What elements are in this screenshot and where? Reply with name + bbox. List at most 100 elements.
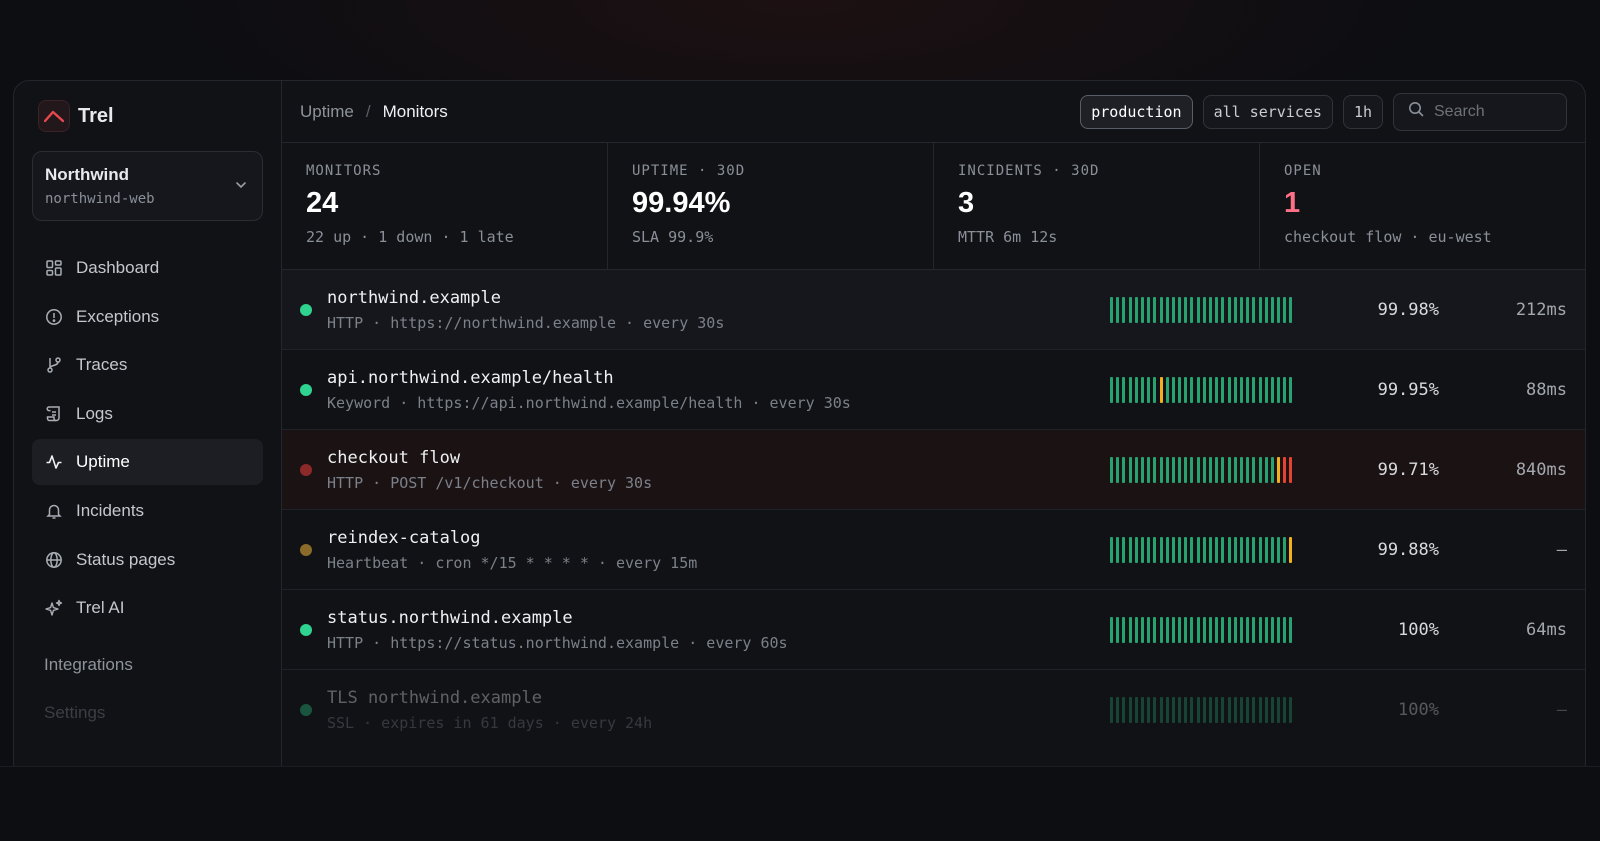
monitor-name: TLS northwind.example <box>327 688 542 708</box>
sidebar-item-label: Logs <box>76 403 113 423</box>
sidebar-item-logs[interactable]: Logs <box>32 391 263 437</box>
sidebar-item-uptime[interactable]: Uptime <box>32 439 263 486</box>
org-switcher[interactable]: Northwind northwind-web <box>32 151 263 221</box>
history-bar-up <box>1239 537 1243 563</box>
history-bar-up <box>1110 617 1113 643</box>
top-actions: production all services 1h Search <box>1070 92 1567 131</box>
sidebar-item-exceptions[interactable]: Exceptions <box>32 294 263 340</box>
uptime-history <box>1110 377 1296 403</box>
history-bar-up <box>1178 697 1182 723</box>
monitor-meta: HTTP · https://northwind.example · every… <box>327 314 725 332</box>
trel-logo-icon <box>38 100 70 132</box>
history-bar-up <box>1153 617 1157 643</box>
history-bar-up <box>1246 377 1250 403</box>
monitor-row[interactable]: TLS northwind.example SSL · expires in 6… <box>282 670 1585 750</box>
monitor-latency: 64ms <box>1526 620 1567 640</box>
breadcrumb-separator: / <box>365 101 371 121</box>
history-bar-up <box>1140 697 1144 723</box>
breadcrumb-current: Monitors <box>382 101 448 121</box>
history-bar-up <box>1209 537 1212 563</box>
history-bar-up <box>1134 377 1138 403</box>
history-bar-up <box>1209 457 1212 483</box>
bell-icon <box>44 501 64 521</box>
history-bar-up <box>1116 617 1120 643</box>
stat-value: 24 <box>306 187 339 219</box>
history-bar-up <box>1153 377 1157 403</box>
history-bar-up <box>1134 457 1138 483</box>
stat-sub: SLA 99.9% <box>632 228 714 246</box>
app-window: Trel Northwind northwind-web Dashboard E… <box>13 80 1586 766</box>
services-filter[interactable]: all services <box>1202 94 1333 129</box>
history-bar-late <box>1289 537 1293 563</box>
monitor-uptime: 99.95% <box>1377 380 1439 400</box>
stat-incidents: INCIDENTS · 30D 3 MTTR 6m 12s <box>934 143 1260 269</box>
history-bar-up <box>1233 537 1237 563</box>
time-range-filter[interactable]: 1h <box>1342 94 1383 129</box>
monitor-meta: Keyword · https://api.northwind.example/… <box>327 394 851 412</box>
history-bar-up <box>1165 457 1169 483</box>
history-bar-up <box>1159 617 1163 643</box>
history-bar-up <box>1128 697 1132 723</box>
monitor-row[interactable]: checkout flow HTTP · POST /v1/checkout ·… <box>282 430 1585 510</box>
history-bar-up <box>1227 617 1231 643</box>
history-bar-up <box>1147 457 1151 483</box>
brand-name: Trel <box>78 104 114 127</box>
history-bar-up <box>1196 537 1200 563</box>
search-input[interactable]: Search <box>1393 92 1567 131</box>
history-bar-up <box>1289 617 1293 643</box>
sidebar-item-integrations[interactable]: Integrations <box>44 655 133 674</box>
history-bar-down <box>1283 457 1287 483</box>
sidebar-item-label: Incidents <box>76 500 145 520</box>
sidebar-item-status-pages[interactable]: Status pages <box>32 537 263 583</box>
history-bar-up <box>1190 617 1194 643</box>
sidebar-item-label: Trel AI <box>76 598 125 618</box>
brand[interactable]: Trel <box>32 81 263 151</box>
history-bar-up <box>1246 297 1250 323</box>
sidebar-item-traces[interactable]: Traces <box>32 342 263 388</box>
monitor-uptime: 99.98% <box>1377 300 1439 320</box>
history-bar-up <box>1239 697 1243 723</box>
sidebar-item-settings[interactable]: Settings <box>44 703 106 722</box>
monitor-latency: 88ms <box>1526 380 1567 400</box>
history-bar-up <box>1283 617 1287 643</box>
environment-filter[interactable]: production <box>1080 94 1193 129</box>
history-bar-up <box>1171 617 1175 643</box>
history-bar-up <box>1233 297 1237 323</box>
history-bar-up <box>1184 377 1188 403</box>
history-bar-up <box>1202 297 1206 323</box>
history-bar-up <box>1122 377 1126 403</box>
sidebar-item-label: Exceptions <box>76 306 160 326</box>
dashboard-icon <box>44 258 64 278</box>
monitor-row[interactable]: api.northwind.example/health Keyword · h… <box>282 350 1585 430</box>
history-bar-up <box>1110 457 1113 483</box>
monitor-meta: SSL · expires in 61 days · every 24h <box>327 714 653 732</box>
history-bar-up <box>1209 617 1212 643</box>
history-bar-up <box>1246 457 1250 483</box>
history-bar-up <box>1116 457 1120 483</box>
topbar: Uptime / Monitors production all service… <box>282 81 1585 143</box>
history-bar-up <box>1196 297 1200 323</box>
monitor-row[interactable]: reindex-catalog Heartbeat · cron */15 * … <box>282 510 1585 590</box>
history-bar-up <box>1184 697 1188 723</box>
sidebar-item-label: Traces <box>76 355 128 375</box>
history-bar-up <box>1190 457 1194 483</box>
monitor-row[interactable]: status.northwind.example HTTP · https://… <box>282 590 1585 670</box>
scroll-icon <box>44 404 64 424</box>
sidebar-item-incidents[interactable]: Incidents <box>32 488 263 534</box>
monitor-latency: 840ms <box>1515 460 1567 480</box>
history-bar-up <box>1147 697 1151 723</box>
history-bar-up <box>1190 377 1194 403</box>
sidebar: Trel Northwind northwind-web Dashboard E… <box>14 81 282 766</box>
breadcrumb-parent[interactable]: Uptime <box>300 101 354 121</box>
globe-icon <box>44 550 64 570</box>
monitor-name: reindex-catalog <box>327 528 481 548</box>
history-bar-up <box>1227 697 1231 723</box>
sidebar-item-dashboard[interactable]: Dashboard <box>32 245 263 291</box>
history-bar-up <box>1215 617 1219 643</box>
sidebar-item-trel-ai[interactable]: Trel AI <box>32 585 263 631</box>
history-bar-up <box>1147 537 1151 563</box>
monitor-meta: Heartbeat · cron */15 * * * * · every 15… <box>327 554 698 572</box>
monitor-row[interactable]: northwind.example HTTP · https://northwi… <box>282 270 1585 350</box>
stat-label: MONITORS <box>306 163 382 179</box>
history-bar-up <box>1153 297 1157 323</box>
